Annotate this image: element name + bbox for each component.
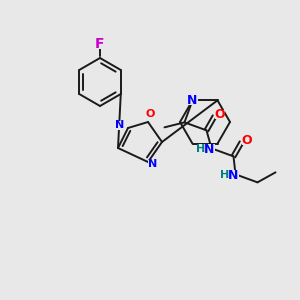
Text: N: N	[148, 159, 158, 169]
Text: O: O	[241, 134, 252, 147]
FancyBboxPatch shape	[145, 110, 155, 118]
Text: N: N	[187, 94, 198, 107]
Text: O: O	[214, 108, 225, 121]
Text: N: N	[228, 169, 239, 182]
Text: H: H	[220, 170, 229, 180]
Text: O: O	[145, 109, 155, 119]
Text: F: F	[95, 37, 105, 51]
FancyBboxPatch shape	[242, 136, 251, 145]
FancyBboxPatch shape	[196, 144, 214, 154]
Text: N: N	[116, 120, 124, 130]
FancyBboxPatch shape	[187, 95, 198, 105]
Text: H: H	[196, 144, 205, 154]
FancyBboxPatch shape	[220, 170, 238, 180]
FancyBboxPatch shape	[115, 121, 125, 130]
FancyBboxPatch shape	[148, 160, 158, 169]
FancyBboxPatch shape	[95, 40, 105, 49]
Text: N: N	[204, 143, 215, 156]
FancyBboxPatch shape	[214, 110, 224, 119]
